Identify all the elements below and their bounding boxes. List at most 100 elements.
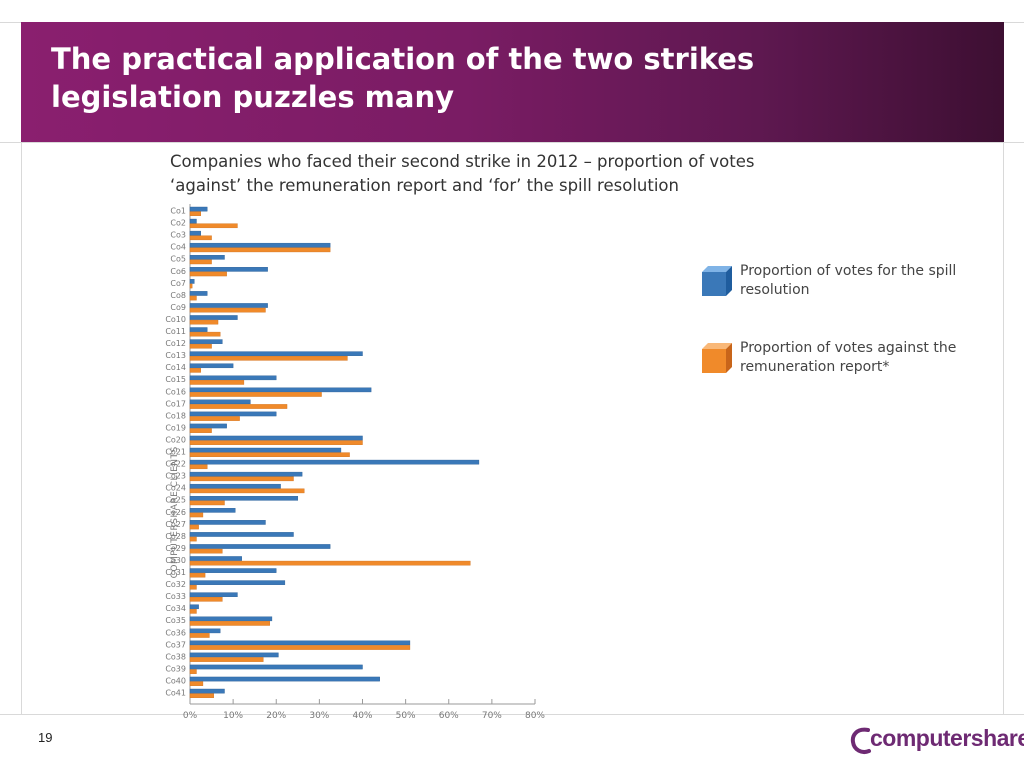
- category-label: Co19: [165, 423, 186, 432]
- title-banner: The practical application of the two str…: [21, 22, 1004, 142]
- category-label: Co12: [165, 339, 186, 348]
- category-label: Co28: [165, 532, 186, 541]
- category-label: Co4: [170, 243, 186, 252]
- bar-against: [189, 597, 223, 602]
- bar-against: [189, 416, 240, 421]
- bottom-frame-line: [0, 714, 1024, 715]
- bar-against: [189, 368, 201, 373]
- bar-spill: [189, 399, 251, 405]
- x-tick-label: 30%: [309, 711, 329, 720]
- category-label: Co9: [170, 303, 186, 312]
- bar-against: [189, 380, 245, 385]
- bar-spill: [189, 327, 208, 332]
- category-label: Co32: [165, 580, 186, 589]
- bar-against: [189, 440, 363, 445]
- category-label: Co13: [165, 351, 186, 360]
- bar-against: [189, 355, 348, 361]
- bar-against: [189, 500, 225, 506]
- bar-against: [189, 247, 331, 253]
- bar-against: [189, 259, 212, 265]
- bar-spill: [189, 230, 201, 236]
- legend-label-spill: Proportion of votes for the spill resolu…: [740, 263, 957, 298]
- y-axis-title: COMPUTERSHARE CLIENTS: [170, 446, 180, 578]
- chart-title: Companies who faced their second strike …: [170, 152, 755, 195]
- category-label: Co17: [165, 399, 186, 408]
- blue-cube-icon: [702, 266, 732, 296]
- category-label: Co14: [165, 363, 186, 372]
- legend-item-against: Proportion of votes against the remunera…: [700, 339, 960, 379]
- category-label: Co16: [165, 387, 186, 396]
- bar-against: [189, 404, 288, 409]
- bar-spill: [189, 640, 411, 646]
- category-label: Co1: [170, 207, 186, 216]
- bar-spill: [189, 423, 227, 429]
- bar-spill: [189, 279, 195, 284]
- category-label: Co27: [165, 520, 186, 529]
- bar-against: [189, 536, 197, 542]
- bar-against: [189, 657, 264, 662]
- bar-against: [189, 621, 270, 626]
- x-tick-label: 60%: [439, 711, 459, 720]
- left-frame-line: [21, 22, 22, 714]
- category-label: Co18: [165, 411, 186, 420]
- bar-against: [189, 633, 210, 638]
- category-label: Co29: [165, 544, 186, 553]
- logo-swirl-icon: [850, 727, 871, 754]
- x-tick-label: 40%: [352, 711, 372, 720]
- bar-against: [189, 476, 294, 482]
- bar-spill: [189, 616, 273, 622]
- category-label: Co10: [165, 315, 186, 324]
- bar-against: [189, 693, 214, 699]
- bar-spill: [189, 218, 197, 224]
- logo-wordmark: computershare: [870, 725, 1024, 751]
- bar-against: [189, 584, 197, 590]
- x-tick-label: 0%: [183, 711, 198, 720]
- bar-spill: [189, 604, 199, 610]
- category-label: Co21: [165, 448, 186, 457]
- bar-spill: [189, 483, 281, 489]
- bar-against: [189, 645, 411, 650]
- bar-spill: [189, 508, 236, 513]
- bar-spill: [189, 556, 242, 561]
- bar-against: [189, 343, 212, 349]
- bar-spill: [189, 242, 331, 248]
- bar-spill: [189, 375, 277, 381]
- bar-chart: 0% 10% 20% 30% 40% 50% 60% 70% 80% Co1 Co2 Co3 Co4 Co…: [165, 204, 545, 720]
- bar-against: [189, 452, 350, 458]
- bar-against: [189, 548, 223, 554]
- bar-against: [189, 681, 204, 686]
- bar-against: [189, 319, 219, 325]
- category-label: Co30: [165, 556, 186, 565]
- x-tick-label: 70%: [482, 711, 502, 720]
- category-label: Co31: [165, 568, 186, 577]
- bar-spill: [189, 520, 266, 525]
- category-label: Co24: [165, 484, 186, 493]
- bar-spill: [189, 664, 363, 670]
- bar-spill: [189, 459, 480, 465]
- category-label: Co15: [165, 375, 186, 384]
- bar-spill: [189, 471, 303, 477]
- bar-spill: [189, 580, 286, 585]
- bar-spill: [189, 532, 294, 537]
- legend-label-against: Proportion of votes against the remunera…: [740, 340, 957, 375]
- category-label: Co35: [165, 616, 186, 625]
- category-label: Co26: [165, 508, 186, 517]
- bar-against: [189, 512, 204, 518]
- category-label: Co33: [165, 592, 186, 601]
- category-label: Co37: [165, 640, 186, 649]
- category-label: Co22: [165, 460, 186, 469]
- bar-against: [189, 235, 212, 241]
- category-label: Co6: [170, 267, 186, 276]
- bar-spill: [189, 592, 238, 598]
- bar-spill: [189, 447, 342, 453]
- x-tick-label: 20%: [266, 711, 286, 720]
- category-label: Co11: [165, 327, 186, 336]
- bar-spill: [189, 496, 299, 501]
- bar-spill: [189, 339, 223, 344]
- category-label: Co40: [165, 676, 186, 685]
- bar-spill: [189, 544, 331, 549]
- category-label: Co38: [165, 652, 186, 661]
- bar-spill: [189, 291, 208, 296]
- slide-title: The practical application of the two str…: [51, 42, 755, 114]
- bar-against: [189, 295, 197, 301]
